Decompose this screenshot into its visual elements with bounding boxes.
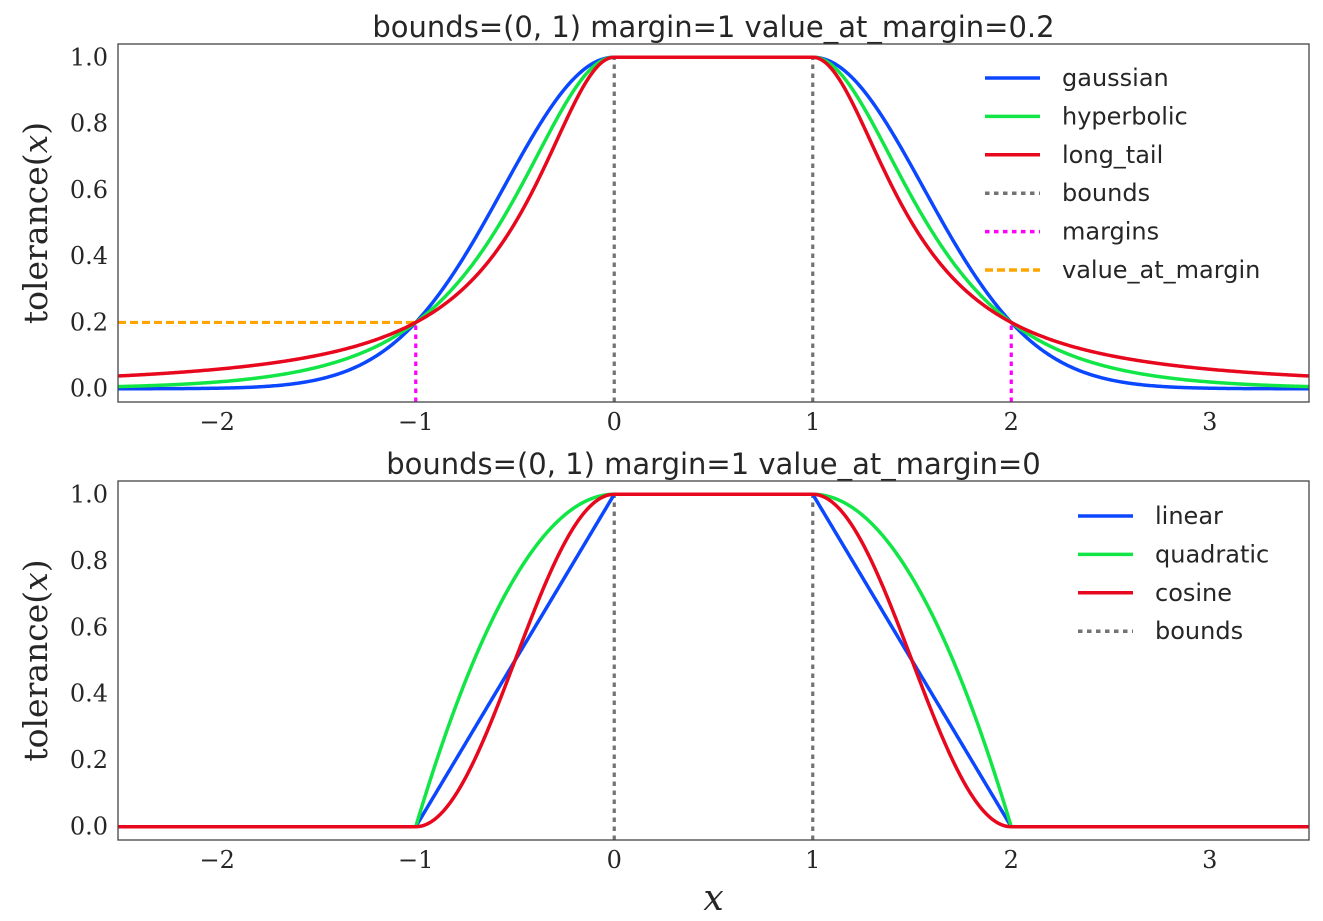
bottom-chart-axes-frame (117, 480, 1310, 841)
bottom-chart-series-quadratic (118, 492, 1309, 829)
top-chart-xtick-label: 0 (607, 408, 622, 436)
bottom-chart-xtick-label: 1 (805, 846, 820, 874)
top-chart-title: bounds=(0, 1) margin=1 value_at_margin=0… (372, 10, 1054, 44)
legend-label-value-at-margin: value_at_margin (1062, 256, 1260, 284)
top-chart-ytick-label: 0.4 (70, 242, 108, 270)
legend-label-bounds: bounds (1062, 179, 1150, 207)
legend-label-cosine: cosine (1155, 579, 1232, 607)
bottom-chart-xtick-label: 2 (1004, 846, 1019, 874)
top-chart: bounds=(0, 1) margin=1 value_at_margin=0… (16, 10, 1310, 436)
top-chart-xtick-label: −1 (398, 408, 433, 436)
bottom-chart-plot-area (118, 492, 1309, 840)
bottom-chart-legend: linear quadratic cosine bounds (1078, 502, 1269, 645)
bottom-chart-series-linear (118, 492, 1309, 829)
legend-label-gaussian: gaussian (1062, 64, 1169, 92)
bottom-chart-xtick-label: 3 (1202, 846, 1217, 874)
top-chart-series-long-tail (118, 55, 1309, 378)
bottom-chart-ytick-label: 0.4 (70, 680, 108, 708)
bottom-chart-ytick-label: 0.8 (70, 547, 108, 575)
legend-label-hyperbolic: hyperbolic (1062, 102, 1188, 130)
legend-label-long-tail: long_tail (1062, 141, 1163, 169)
bottom-chart-series-cosine (118, 492, 1309, 829)
bottom-chart-ytick-label: 0.2 (70, 746, 108, 774)
top-chart-ylabel: tolerance(𝑥) (16, 122, 55, 324)
legend-label-margins: margins (1062, 218, 1159, 246)
legend-label-quadratic: quadratic (1155, 540, 1269, 568)
bottom-chart-xtick-label: −2 (200, 846, 235, 874)
top-chart-ytick-label: 0.6 (70, 176, 108, 204)
top-chart-plot-area (118, 55, 1309, 402)
top-chart-xtick-label: −2 (200, 408, 235, 436)
bottom-chart: bounds=(0, 1) margin=1 value_at_margin=0… (16, 447, 1310, 919)
top-chart-ytick-label: 0.0 (70, 375, 108, 403)
legend-label-linear: linear (1155, 502, 1223, 530)
top-chart-ytick-label: 0.8 (70, 110, 108, 138)
top-chart-xtick-label: 1 (805, 408, 820, 436)
bottom-chart-xtick-label: −1 (398, 846, 433, 874)
bottom-chart-ylabel: tolerance(𝑥) (16, 559, 55, 761)
bottom-chart-xtick-label: 0 (607, 846, 622, 874)
top-chart-axes-frame (117, 43, 1310, 403)
bottom-chart-xlabel: 𝑥 (703, 878, 723, 919)
bottom-chart-title: bounds=(0, 1) margin=1 value_at_margin=0 (386, 447, 1041, 481)
legend-label-bounds: bounds (1155, 617, 1243, 645)
bottom-chart-ytick-label: 1.0 (70, 480, 108, 508)
top-chart-ytick-label: 1.0 (70, 43, 108, 71)
top-chart-xtick-label: 3 (1202, 408, 1217, 436)
bottom-chart-ytick-label: 0.0 (70, 813, 108, 841)
top-chart-xtick-label: 2 (1004, 408, 1019, 436)
top-chart-ytick-label: 0.2 (70, 308, 108, 336)
bottom-chart-ytick-label: 0.6 (70, 613, 108, 641)
